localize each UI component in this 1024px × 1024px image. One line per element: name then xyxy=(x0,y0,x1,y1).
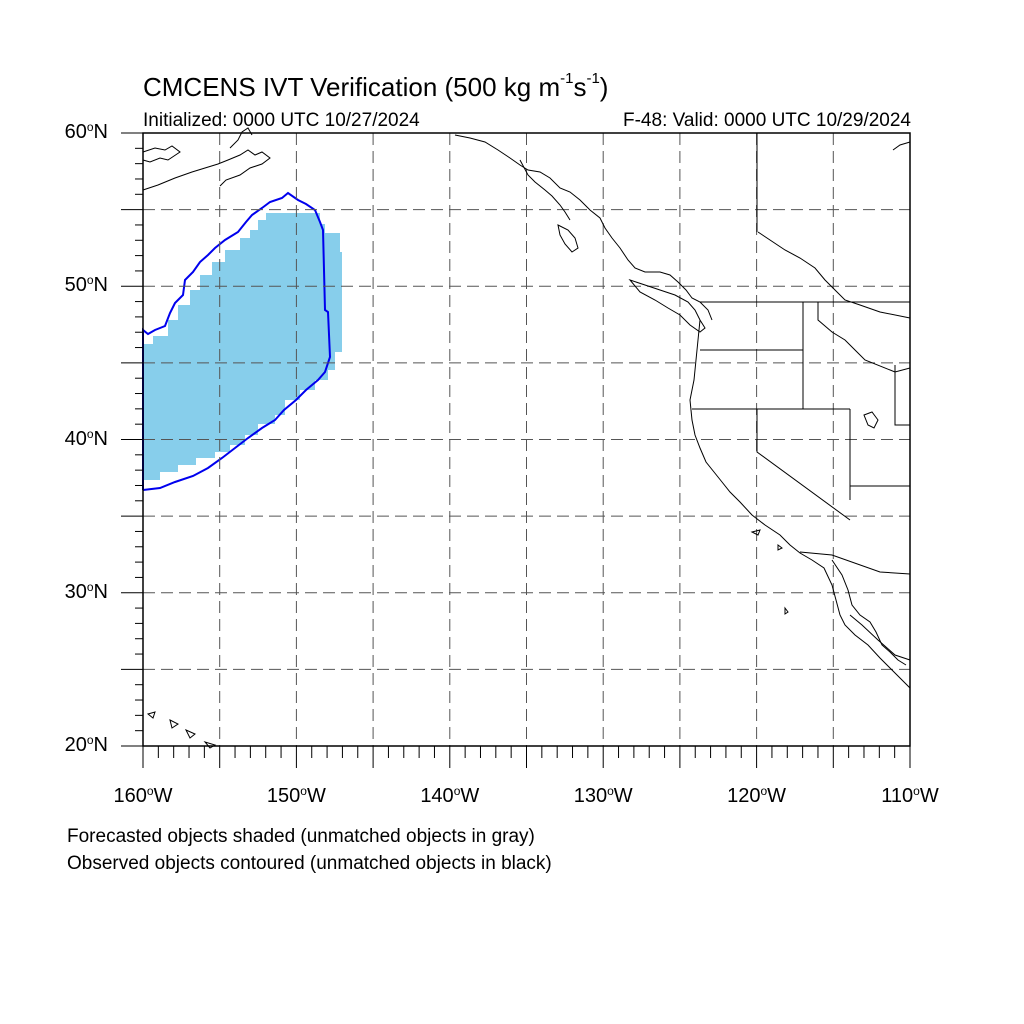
observed-note: Observed objects contoured (unmatched ob… xyxy=(67,853,552,874)
coastlines xyxy=(142,127,911,749)
forecast-ivt-object xyxy=(143,213,342,480)
map-frame xyxy=(142,132,911,747)
lon-label: 110oW xyxy=(881,784,939,807)
lon-label: 130oW xyxy=(573,784,633,807)
political-borders xyxy=(692,133,911,575)
axis-ticks xyxy=(121,132,911,768)
lat-label: 50oN xyxy=(64,273,108,297)
valid-label: F-48: Valid: 0000 UTC 10/29/2024 xyxy=(623,110,911,131)
lat-label: 20oN xyxy=(64,733,108,756)
graticule xyxy=(143,133,910,746)
lat-label: 30oN xyxy=(64,579,108,603)
lat-label: 60oN xyxy=(64,120,108,143)
lon-label: 140oW xyxy=(420,784,480,807)
chart-title: CMCENS IVT Verification (500 kg m-1s-1) xyxy=(143,70,609,102)
forecast-note: Forecasted objects shaded (unmatched obj… xyxy=(67,826,535,847)
lon-label: 160oW xyxy=(113,784,173,807)
lat-label: 40oN xyxy=(64,426,108,450)
lon-label: 120oW xyxy=(727,784,787,807)
lon-label: 150oW xyxy=(266,784,326,807)
initialized-label: Initialized: 0000 UTC 10/27/2024 xyxy=(143,110,420,131)
observed-ivt-contour xyxy=(142,191,332,491)
